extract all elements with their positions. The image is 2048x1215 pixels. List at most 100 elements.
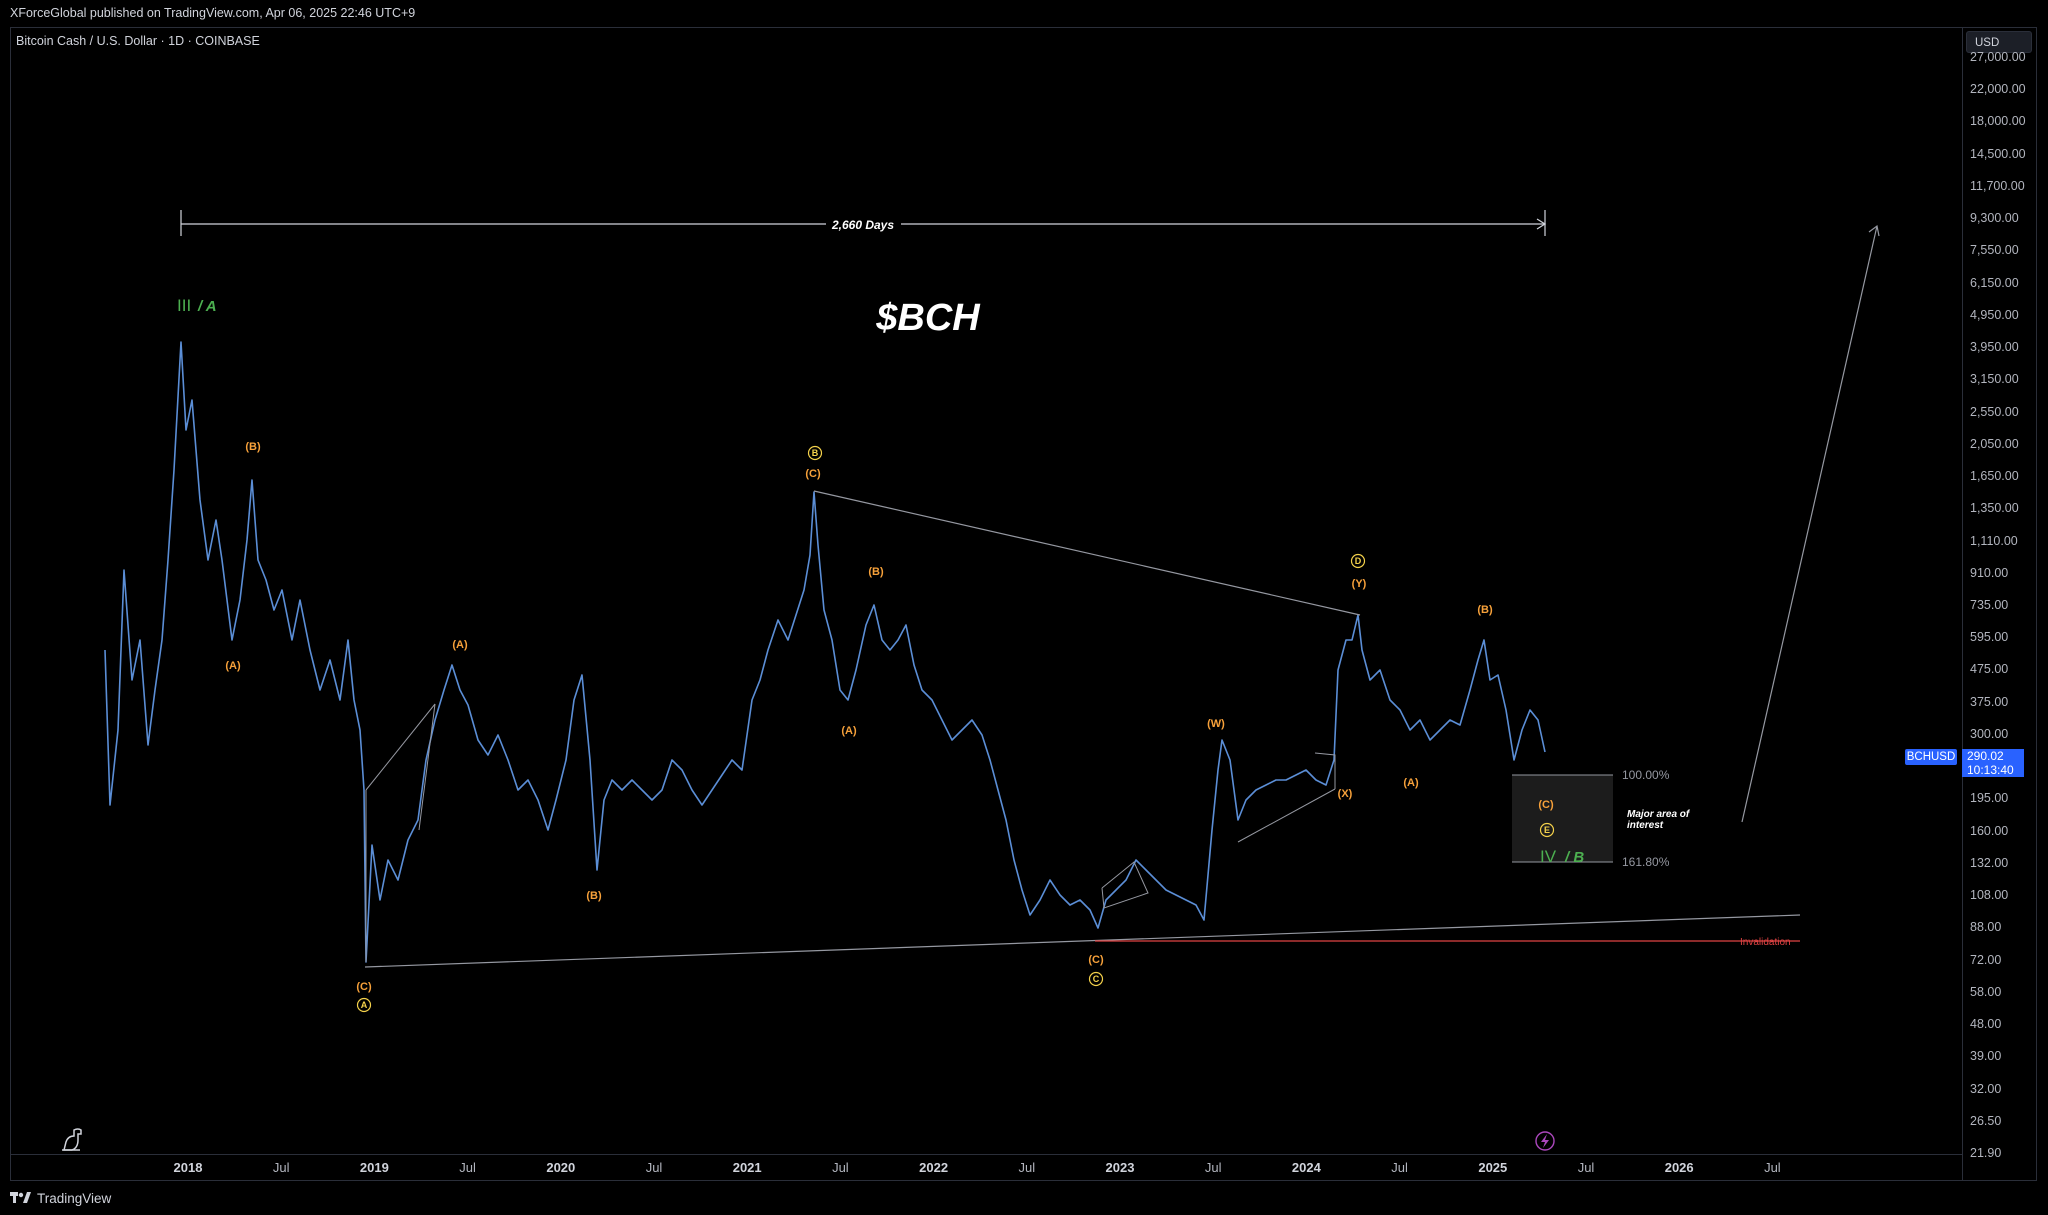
price-tick: 26.50 [1970,1113,2002,1128]
circle-e-label: E [1544,825,1550,835]
time-tick: Jul [1577,1160,1595,1175]
price-tick: 132.00 [1970,855,2009,870]
time-tick: Jul [1204,1160,1222,1175]
price-tick: 7,550.00 [1970,243,2019,258]
price-tick: 3,950.00 [1970,340,2019,355]
time-tick: Jul [645,1160,663,1175]
price-tick: 39.00 [1970,1049,2002,1064]
time-tick: Jul [272,1160,290,1175]
time-tick: Jul [1764,1160,1781,1175]
price-tick: 3,150.00 [1970,372,2019,387]
price-scale[interactable] [1962,27,2037,1181]
time-tick: 2026 [1664,1160,1694,1175]
price-tick: 18,000.00 [1970,114,2026,129]
channel-2023-b [1314,752,1336,789]
wave-label-b-2018: (B) [245,441,261,453]
top-bar: XForceGlobal published on TradingView.co… [0,0,2048,27]
time-tick: Jul [459,1160,476,1175]
circle-d-label: D [1355,556,1362,566]
time-tick: 2022 [919,1160,949,1175]
wedge-line-1 [365,703,436,791]
time-tick: 2019 [359,1160,389,1175]
price-tick: 300.00 [1970,726,2009,741]
price-tick: 1,650.00 [1970,469,2019,484]
lightning-icon[interactable] [1535,1131,1555,1151]
lower-trendline[interactable] [364,914,1801,968]
price-tick: 6,150.00 [1970,275,2019,290]
price-tick: 735.00 [1970,598,2009,612]
price-tick: 4,950.00 [1970,307,2019,322]
price-tick: 1,110.00 [1970,533,2018,548]
wave-label-a-2024: (A) [1403,777,1419,789]
time-tick: 2021 [732,1160,762,1175]
ticker-label: BCHUSD [1905,749,1957,765]
footer: TradingView [0,1181,2048,1215]
wave-label-a-letter: / A [197,298,217,315]
price-tick: 32.00 [1970,1081,2002,1096]
price-tick: 22,000.00 [1970,82,2026,97]
triangle-2022 [1101,861,1149,909]
price-tick: 88.00 [1970,920,2002,935]
invalidation-label: Invalidation [1740,937,1791,948]
upper-trendline[interactable] [813,490,1361,616]
price-line [104,341,1546,963]
wave-label-w-2023: (W) [1207,718,1225,730]
interest-label-1: Major area of [1627,809,1691,820]
wave-label-a-2019: (A) [452,639,468,651]
price-tick: 2,050.00 [1970,436,2019,451]
wave-label-c-2018: (C) [356,981,372,993]
price-tick: 72.00 [1970,952,2002,967]
time-tick: 2023 [1105,1160,1135,1175]
wave-label-y-2024: (Y) [1352,578,1367,590]
circle-a-label: A [361,1000,368,1010]
price-tick: 195.00 [1970,791,2009,806]
price-tick: 595.00 [1970,630,2009,645]
currency-button[interactable]: USD [1966,31,2032,53]
symbol-line[interactable]: Bitcoin Cash / U.S. Dollar · 1D · COINBA… [16,34,260,48]
price-tick: 160.00 [1970,823,2009,838]
channel-2023 [1237,788,1336,843]
time-axis[interactable] [10,1154,1962,1181]
current-price-badge: 290.02 10:13:40 [1962,749,2024,777]
chart-title: $BCH [875,297,981,339]
circle-b-label: B [812,448,819,458]
price-tick: 14,500.00 [1970,146,2026,161]
price-tick: 9,300.00 [1970,211,2019,226]
wave-label-c-2025: (C) [1538,799,1554,811]
time-tick: Jul [1391,1160,1408,1175]
interest-zone-box[interactable] [1512,775,1613,862]
wedge-line-3 [418,703,436,831]
wave-label-b-letter: / B [1564,849,1584,866]
date-range-label: 2,660 Days [831,218,894,232]
price-tick: 375.00 [1970,694,2009,709]
tradingview-logo-icon [10,1192,31,1203]
time-tick: 2018 [173,1160,203,1175]
price-tick: 1,350.00 [1970,501,2019,516]
time-tick: 2024 [1291,1160,1321,1175]
publisher-line: XForceGlobal published on TradingView.co… [10,6,416,20]
price-tick: 58.00 [1970,984,2002,999]
circle-c-marker [1088,971,1104,987]
current-price: 290.02 [1967,749,2004,763]
fib-161-label: 161.80% [1622,855,1670,869]
price-tick: 2,550.00 [1970,404,2019,419]
circle-b-marker [807,445,823,461]
tradingview-logo[interactable]: TradingView [10,1191,111,1206]
dino-icon[interactable] [62,1128,82,1151]
time-tick: 2025 [1478,1160,1508,1175]
fib-100-label: 100.00% [1622,768,1670,782]
price-tick: 910.00 [1970,565,2009,580]
wave-label-iv: IV [1540,847,1557,866]
circle-a-marker [356,997,372,1013]
brand-name: TradingView [37,1190,112,1206]
wave-label-a-2021: (A) [841,725,857,737]
circle-d-marker [1350,553,1366,569]
wave-label-x-2024: (X) [1338,788,1353,800]
projection-arrow[interactable] [1741,225,1878,823]
price-tick: 108.00 [1970,888,2009,903]
time-tick: Jul [1018,1160,1036,1175]
chart-frame[interactable] [10,27,2037,1181]
price-tick: 48.00 [1970,1017,2002,1032]
interest-label-2: interest [1627,820,1664,831]
